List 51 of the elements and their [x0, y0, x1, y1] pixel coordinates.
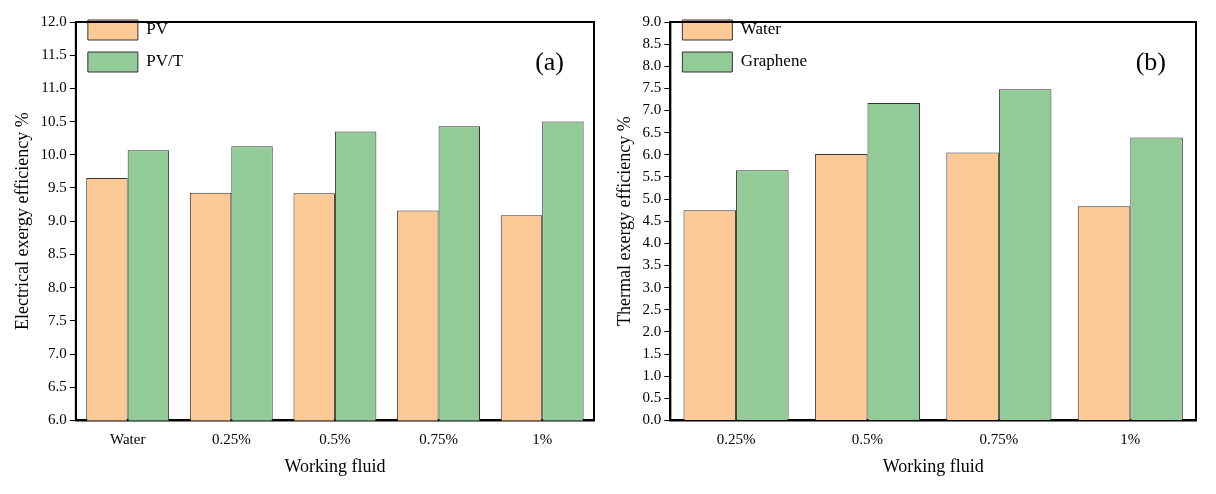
x-tick-label: 1% [532, 431, 553, 448]
legend-label: PV [146, 19, 169, 39]
y-tick-label: 3.5 [642, 256, 662, 273]
y-tick-label: 9.0 [48, 212, 67, 229]
y-tick-label: 12.0 [40, 12, 67, 29]
x-tick-label: 0.5% [851, 431, 884, 448]
y-tick-label: 5.5 [642, 167, 662, 184]
y-tick-label: 9.0 [642, 12, 662, 29]
x-tick-label: 0.5% [319, 431, 351, 448]
y-tick-label: 7.0 [642, 101, 662, 118]
annotation: (b) [1135, 46, 1166, 76]
x-tick-label: 1% [1120, 431, 1141, 448]
legend-label: PV/T [146, 51, 184, 71]
x-tick-label: 0.25% [716, 431, 756, 448]
y-tick-label: 8.0 [642, 57, 662, 74]
x-tick-label: Water [109, 431, 146, 448]
y-tick-label: 8.5 [48, 245, 67, 262]
y-tick-label: 4.0 [642, 234, 662, 251]
y-tick-label: 0.0 [642, 411, 662, 428]
y-tick-label: 1.0 [642, 367, 662, 384]
y-tick-label: 10.5 [40, 112, 67, 129]
y-tick-label: 9.5 [48, 178, 67, 195]
legend-label: Graphene [740, 51, 807, 71]
y-tick-label: 6.0 [48, 411, 67, 428]
y-tick-label: 11.5 [41, 46, 67, 63]
y-tick-label: 3.0 [642, 278, 662, 295]
x-tick-label: 0.75% [419, 431, 458, 448]
x-tick-label: 0.75% [979, 431, 1019, 448]
y-tick-label: 4.5 [642, 212, 662, 229]
y-axis-title: Thermal exergy efficiency % [613, 116, 634, 327]
y-tick-label: 7.0 [48, 344, 67, 361]
y-tick-label: 8.5 [642, 35, 662, 52]
y-tick-label: 11.0 [41, 79, 67, 96]
x-axis-title: Working fluid [882, 455, 984, 476]
y-tick-label: 2.0 [642, 322, 662, 339]
y-tick-label: 7.5 [642, 79, 662, 96]
y-tick-label: 2.5 [642, 300, 662, 317]
x-tick-label: 0.25% [211, 431, 251, 448]
y-tick-label: 10.0 [40, 145, 67, 162]
y-tick-label: 7.5 [48, 311, 67, 328]
y-tick-label: 6.0 [642, 145, 662, 162]
y-tick-label: 0.5 [642, 389, 662, 406]
y-axis-title: Electrical exergy efficiency % [11, 112, 32, 331]
y-tick-label: 1.5 [642, 344, 662, 361]
y-tick-label: 5.0 [642, 190, 662, 206]
y-tick-label: 8.0 [48, 278, 67, 295]
annotation: (a) [535, 46, 564, 76]
y-tick-label: 6.5 [642, 123, 662, 140]
x-axis-title: Working fluid [284, 455, 386, 476]
legend-label: Water [740, 19, 782, 39]
y-tick-label: 6.5 [48, 378, 67, 395]
